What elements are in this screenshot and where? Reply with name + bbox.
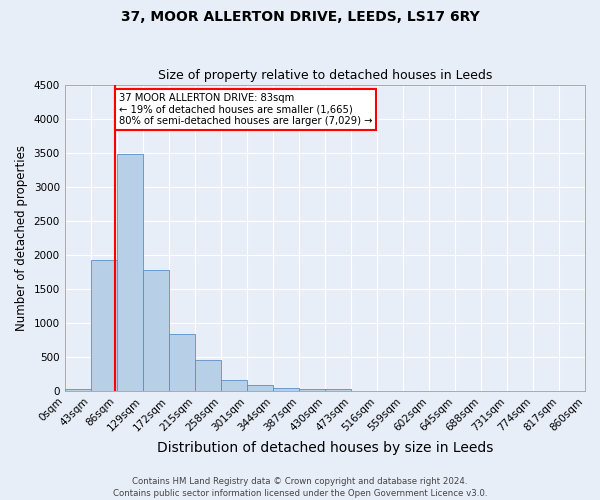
X-axis label: Distribution of detached houses by size in Leeds: Distribution of detached houses by size …: [157, 441, 493, 455]
Bar: [195, 360, 221, 391]
Bar: [247, 385, 273, 391]
Text: Contains HM Land Registry data © Crown copyright and database right 2024.
Contai: Contains HM Land Registry data © Crown c…: [113, 476, 487, 498]
Bar: [273, 388, 299, 391]
Bar: [143, 270, 169, 391]
Bar: [117, 154, 143, 391]
Title: Size of property relative to detached houses in Leeds: Size of property relative to detached ho…: [158, 69, 492, 82]
Bar: [325, 389, 351, 391]
Text: 37, MOOR ALLERTON DRIVE, LEEDS, LS17 6RY: 37, MOOR ALLERTON DRIVE, LEEDS, LS17 6RY: [121, 10, 479, 24]
Bar: [65, 389, 91, 391]
Bar: [91, 260, 117, 391]
Bar: [169, 334, 195, 391]
Text: 37 MOOR ALLERTON DRIVE: 83sqm
← 19% of detached houses are smaller (1,665)
80% o: 37 MOOR ALLERTON DRIVE: 83sqm ← 19% of d…: [119, 92, 372, 126]
Bar: [299, 388, 325, 391]
Y-axis label: Number of detached properties: Number of detached properties: [15, 145, 28, 331]
Bar: [221, 380, 247, 391]
